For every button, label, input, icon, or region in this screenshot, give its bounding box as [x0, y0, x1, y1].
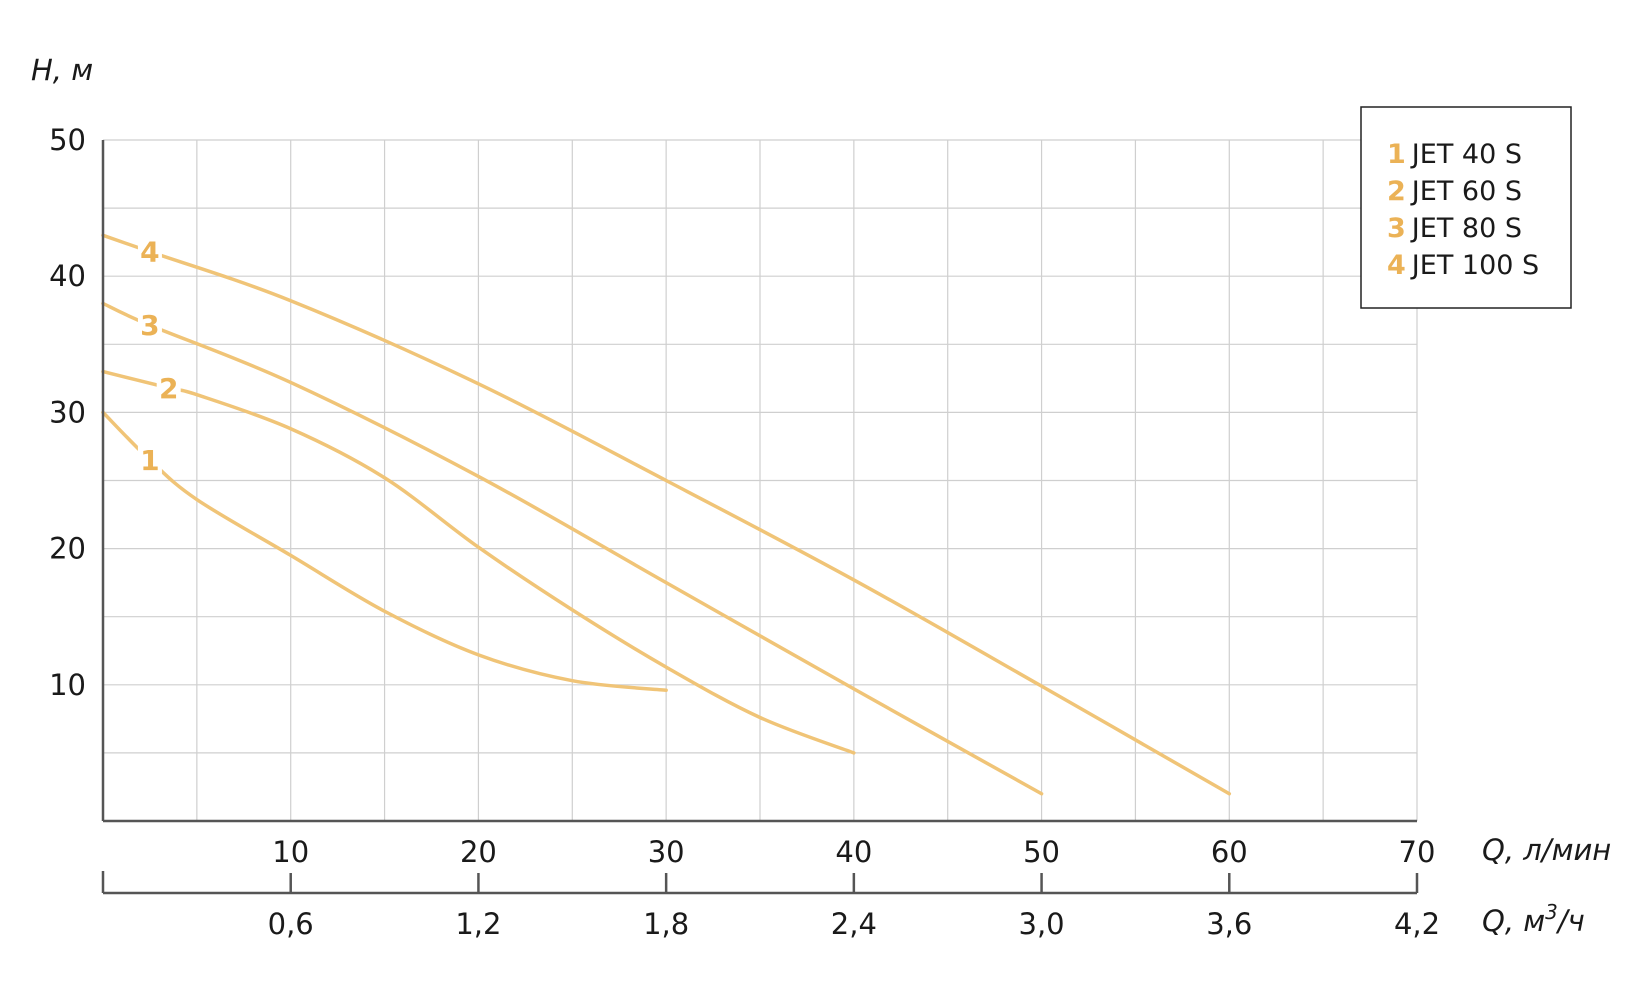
- legend-series-name: JET 40 S: [1410, 139, 1522, 170]
- legend: 1 JET 40 S2 JET 60 S3 JET 80 S4 JET 100 S: [1360, 106, 1572, 309]
- series-curve: [101, 369, 856, 755]
- series-label-bg: [137, 308, 162, 343]
- x2-tick-label: 3,0: [1019, 907, 1065, 941]
- series-number-label: 3: [140, 309, 159, 342]
- y-tick-label: 20: [49, 532, 86, 566]
- x2-axis-title-prefix: Q, м: [1482, 904, 1545, 938]
- ticks: 10 20 30 40 50 10 20 30 40 50 60 70 0,6 1,2 1,8 2,4 3,0 3…: [49, 123, 1440, 941]
- x-tick-label: 40: [835, 835, 872, 869]
- legend-entry: 4 JET 100 S: [1387, 250, 1539, 281]
- legend-series-name: JET 100 S: [1410, 250, 1539, 281]
- legend-entry: 1 JET 40 S: [1387, 139, 1522, 170]
- x2-axis-title-sup: 3: [1545, 900, 1558, 924]
- legend-number: 2: [1387, 176, 1406, 207]
- series-label-bg: [137, 443, 162, 478]
- x-tick-label: 10: [272, 835, 309, 869]
- y-tick-label: 10: [49, 668, 86, 702]
- series-number-label: 2: [159, 372, 178, 405]
- x2-tick-label: 4,2: [1394, 907, 1440, 941]
- series-label-bg: [156, 370, 181, 405]
- x-axis-title: Q, л/мин: [1482, 833, 1611, 867]
- legend-number: 3: [1387, 213, 1406, 244]
- legend-number: 1: [1387, 139, 1406, 170]
- y-axis-title: H, м: [31, 53, 93, 87]
- series-curve: [101, 233, 1232, 796]
- x-tick-label: 70: [1399, 835, 1436, 869]
- x2-tick-label: 3,6: [1206, 907, 1252, 941]
- y-tick-label: 30: [49, 395, 86, 429]
- x-tick-label: 50: [1023, 835, 1060, 869]
- series-number-label: 1: [140, 444, 159, 477]
- y-tick-label: 40: [49, 259, 86, 293]
- x-tick-label: 30: [648, 835, 685, 869]
- legend-box: [1360, 106, 1572, 309]
- x2-tick-label: 1,2: [455, 907, 501, 941]
- legend-number: 4: [1387, 250, 1406, 281]
- grid: [103, 139, 1418, 821]
- x2-axis-title-suffix: /ч: [1555, 904, 1585, 938]
- y-tick-label: 50: [49, 123, 86, 157]
- x2-axis-title: Q, м3/ч: [1482, 900, 1585, 938]
- curve-labels: 1 23 4: [137, 234, 181, 478]
- series-label-bg: [137, 234, 162, 269]
- x2-tick-label: 1,8: [643, 907, 689, 941]
- x-tick-label: 60: [1211, 835, 1248, 869]
- legend-series-name: JET 80 S: [1410, 213, 1522, 244]
- legend-series-name: JET 60 S: [1410, 176, 1522, 207]
- series-number-label: 4: [140, 236, 159, 269]
- legend-entry: 2 JET 60 S: [1387, 176, 1522, 207]
- axes: [101, 140, 1417, 895]
- x-tick-label: 20: [460, 835, 497, 869]
- series-curve: [101, 301, 1044, 796]
- x2-tick-label: 2,4: [831, 907, 877, 941]
- x2-tick-label: 0,6: [268, 907, 314, 941]
- legend-entry: 3 JET 80 S: [1387, 213, 1522, 244]
